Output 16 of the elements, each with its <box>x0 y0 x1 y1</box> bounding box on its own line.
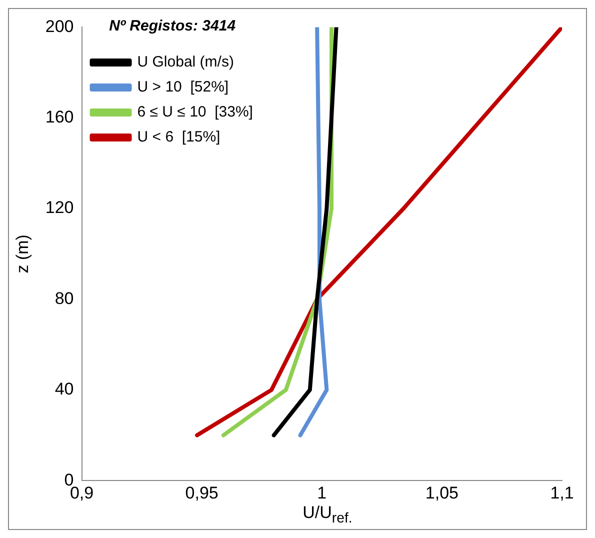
x-tick-label: 1,1 <box>550 483 574 502</box>
y-axis-title: z (m) <box>12 234 32 274</box>
x-axis-title: U/U$_{ref.}$ <box>302 502 354 528</box>
y-tick-label: 160 <box>45 108 74 127</box>
y-tick-label: 40 <box>54 380 74 399</box>
x-tick-label: 1,05 <box>425 483 458 502</box>
x-tick-label: 1 <box>317 483 327 502</box>
y-tick-label: 120 <box>45 198 74 218</box>
x-tick-label: 0,95 <box>185 483 218 502</box>
legend-label: U > 10 [52%] <box>137 78 229 96</box>
y-tick-label: 80 <box>54 288 74 308</box>
y-tick-label: 200 <box>45 16 74 36</box>
legend-title: Nº Registos: 3414 <box>109 18 236 35</box>
legend-label: U < 6 [15%] <box>137 128 220 146</box>
legend-label: U Global (m/s) <box>137 54 234 71</box>
legend-label: 6 ≤ U ≤ 10 [33%] <box>137 104 253 121</box>
